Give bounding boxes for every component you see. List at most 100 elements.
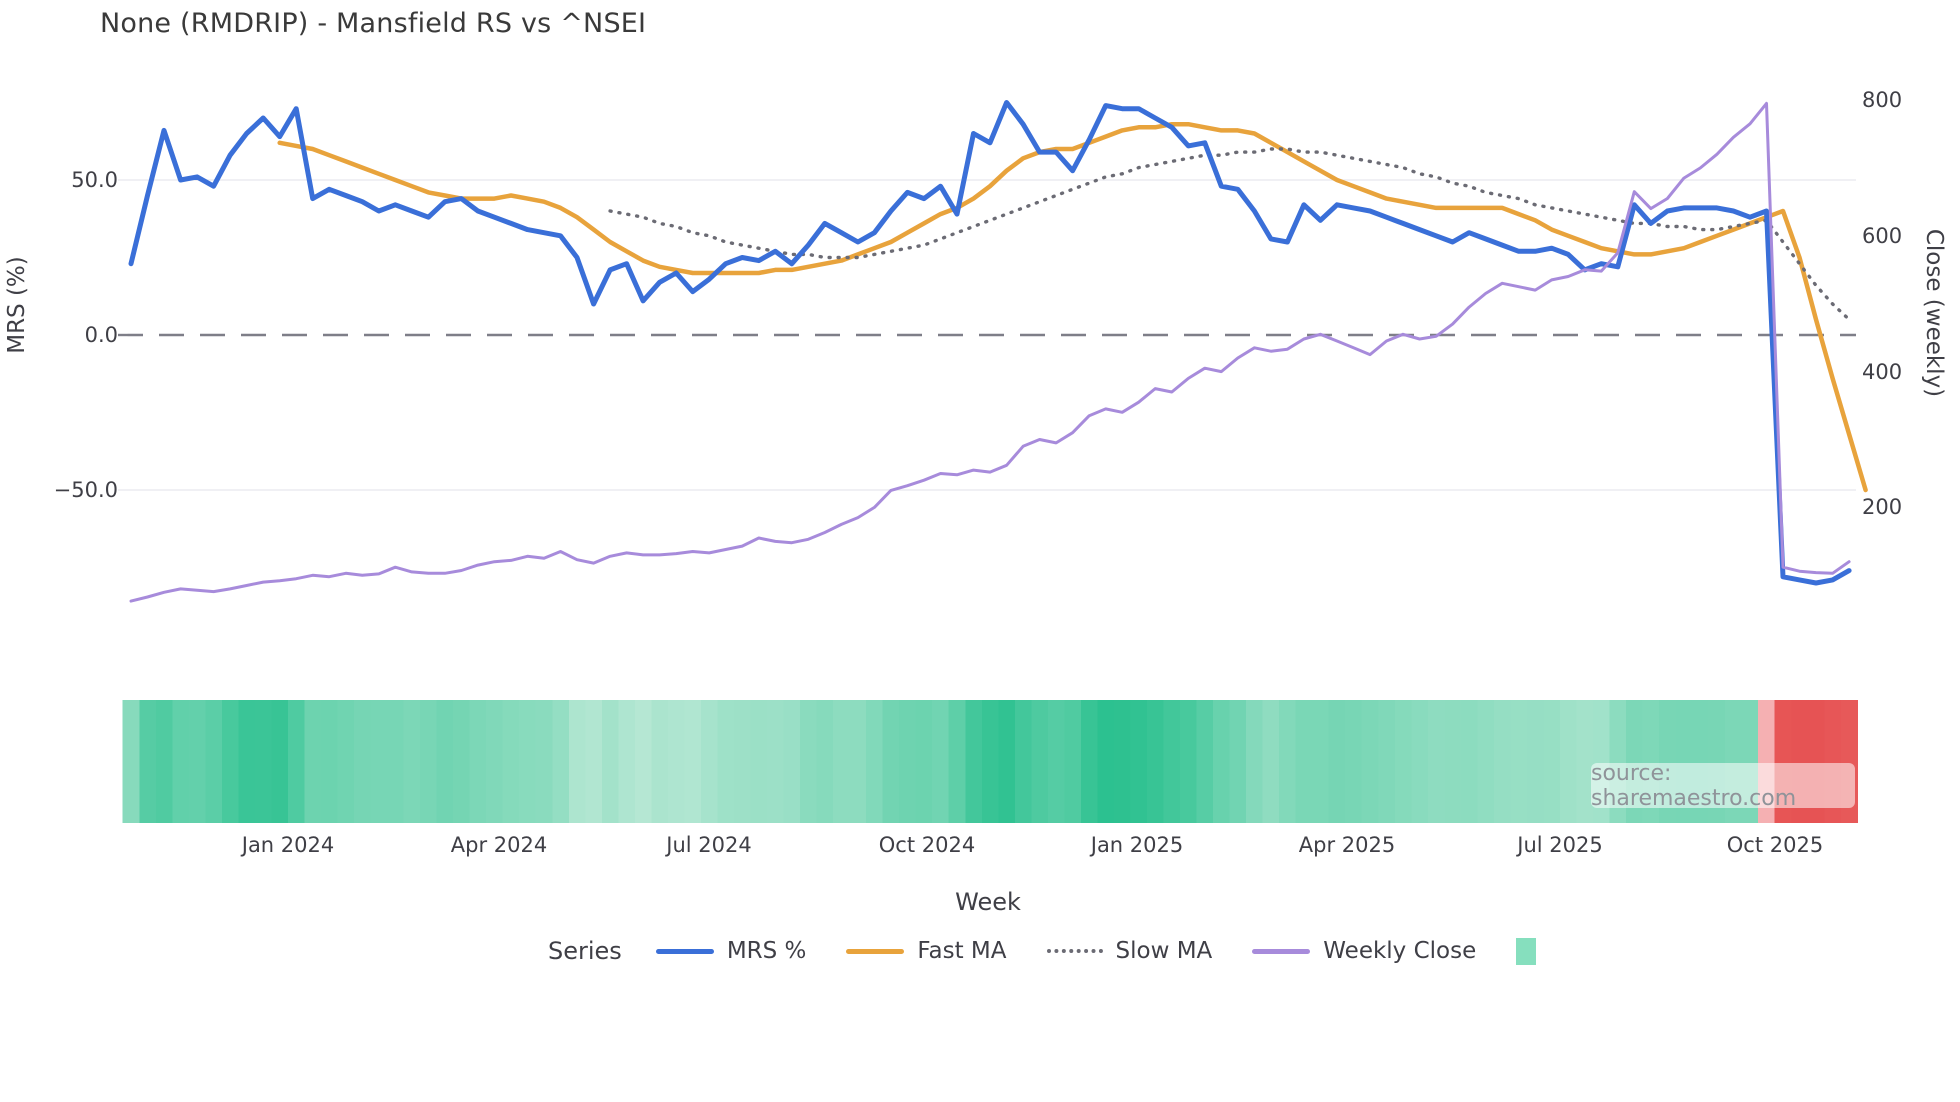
heatmap-cell	[1510, 700, 1528, 823]
right-axis-tick-400: 400	[1862, 360, 1903, 384]
x-tick-jul-2025: Jul 2025	[1517, 833, 1603, 857]
heatmap-cell	[585, 700, 603, 823]
left-axis-tick-50: 50.0	[71, 168, 118, 192]
left-axis-title: MRS (%)	[4, 256, 30, 354]
left-axis-tick-0: 0.0	[84, 323, 118, 347]
mrs--line	[128, 100, 1852, 586]
heatmap-cell	[436, 700, 454, 823]
heatmap-cell	[519, 700, 537, 823]
heatmap-cell	[1196, 700, 1214, 823]
heatmap-cell	[1031, 700, 1049, 823]
legend-item-weekly-close: Weekly Close	[1252, 938, 1476, 964]
heatmap-cell	[188, 700, 206, 823]
x-axis-title: Week	[955, 888, 1021, 916]
heatmap-cell	[337, 700, 355, 823]
x-tick-apr-2025: Apr 2025	[1298, 833, 1396, 857]
heatmap-cell	[1113, 700, 1132, 823]
heatmap-cell	[387, 700, 405, 823]
heatmap-cell	[981, 700, 999, 823]
heatmap-cell	[1444, 700, 1462, 823]
heatmap-cell	[1477, 700, 1495, 823]
heatmap-cell	[1427, 700, 1445, 823]
heatmap-cell	[1576, 700, 1594, 823]
heatmap-cell	[1180, 700, 1198, 823]
heatmap-cell	[634, 700, 653, 823]
heatmap-cell	[238, 700, 256, 823]
heatmap-cell	[122, 700, 140, 823]
heatmap-cell	[535, 700, 553, 823]
right-axis-tick-600: 600	[1862, 224, 1903, 248]
heatmap-cell	[469, 700, 487, 823]
heatmap-cell	[287, 700, 306, 823]
heatmap-cell	[1047, 700, 1066, 823]
heatmap-cell	[1147, 700, 1165, 823]
legend-item-heatmap	[1516, 937, 1537, 965]
heatmap-cell	[568, 700, 586, 823]
heatmap-cell	[304, 700, 322, 823]
legend-item-label: Slow MA	[1115, 938, 1213, 964]
heatmap-cell	[1080, 700, 1099, 823]
heatmap-cell	[486, 700, 504, 823]
legend-item-label: Fast MA	[917, 938, 1007, 964]
source-attribution: source: sharemaestro.com	[1591, 760, 1855, 811]
heatmap-cell	[354, 700, 372, 823]
weekly-close-line-swatch-icon	[1252, 948, 1311, 954]
x-tick-jan-2025: Jan 2025	[1090, 833, 1184, 857]
heatmap-cell	[816, 700, 834, 823]
slow-ma-dotted-swatch-icon	[1046, 949, 1103, 953]
heatmap-cell	[1064, 700, 1082, 823]
source-text: source: sharemaestro.com	[1591, 760, 1797, 811]
heatmap-cell	[651, 700, 669, 823]
heatmap-cell	[1246, 700, 1264, 823]
heatmap-cell	[1229, 700, 1247, 823]
x-tick-jul-2024: Jul 2024	[666, 833, 752, 857]
heatmap-cell	[618, 700, 636, 823]
fast-ma-line-swatch-icon	[846, 948, 905, 954]
heatmap-cell	[321, 700, 339, 823]
heatmap-cell	[403, 700, 421, 823]
heatmap-cell	[767, 700, 785, 823]
legend-item-mrs: MRS %	[655, 938, 806, 964]
heatmap-cell	[965, 700, 983, 823]
heatmap-cell	[370, 700, 388, 823]
heatmap-cell	[254, 700, 273, 823]
heatmap-cell	[700, 700, 719, 823]
heatmap-cell	[1163, 700, 1181, 823]
heatmap-cell	[1460, 700, 1479, 823]
heatmap-cell	[948, 700, 966, 823]
heatmap-cell	[750, 700, 768, 823]
heatmap-cell	[205, 700, 223, 823]
heatmap-cell	[453, 700, 471, 823]
heatmap-cell	[1378, 700, 1396, 823]
right-axis-tick-200: 200	[1862, 495, 1903, 519]
legend-item-fast-ma: Fast MA	[846, 938, 1007, 964]
x-tick-apr-2024: Apr 2024	[450, 833, 548, 857]
heatmap-cell	[271, 700, 289, 823]
slow-ma-line	[608, 147, 1851, 322]
heatmap-cell	[1014, 700, 1032, 823]
legend-item-label: Weekly Close	[1323, 938, 1477, 964]
heatmap-cell	[915, 700, 933, 823]
heatmap-cell	[1526, 700, 1545, 823]
heatmap-cell	[866, 700, 884, 823]
heatmap-cell	[783, 700, 801, 823]
heatmap-cell	[552, 700, 570, 823]
heatmap-cell	[932, 700, 950, 823]
heatmap-cell	[420, 700, 438, 823]
heatmap-cell	[1328, 700, 1346, 823]
heatmap-cell	[1493, 700, 1512, 823]
heatmap-cell	[1213, 700, 1231, 823]
heatmap-cell	[1097, 700, 1115, 823]
heatmap-cell	[833, 700, 851, 823]
x-tick-oct-2025: Oct 2025	[1726, 833, 1824, 857]
legend-item-slow-ma: Slow MA	[1046, 938, 1213, 964]
heatmap-cell	[1361, 700, 1379, 823]
heatmap-cell	[667, 700, 686, 823]
heatmap-cell	[1543, 700, 1561, 823]
heatmap-cell	[601, 700, 619, 823]
heatmap-cell	[1394, 700, 1412, 823]
heatmap-cell	[849, 700, 867, 823]
x-tick-oct-2024: Oct 2024	[878, 833, 976, 857]
heatmap-cell	[221, 700, 240, 823]
